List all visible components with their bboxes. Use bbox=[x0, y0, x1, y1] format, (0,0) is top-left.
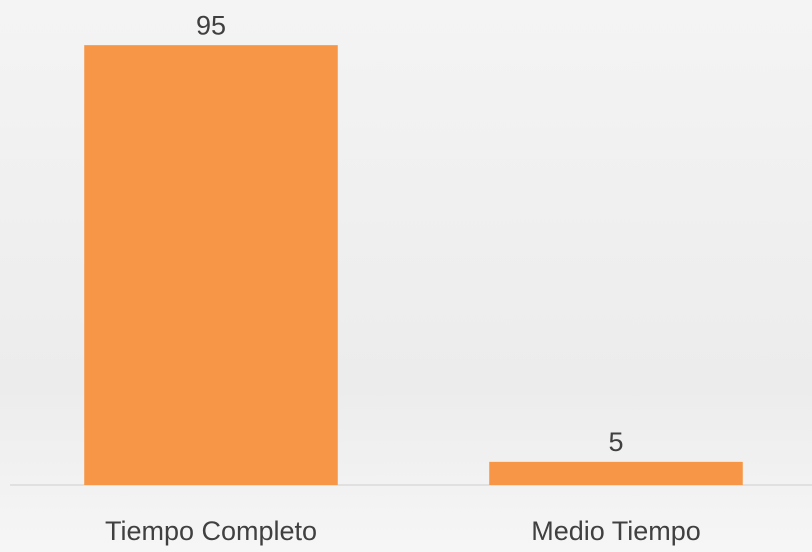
data-label: 5 bbox=[608, 427, 623, 457]
x-tick-label: Medio Tiempo bbox=[531, 516, 701, 546]
x-tick-label: Tiempo Completo bbox=[105, 516, 317, 546]
bar bbox=[84, 45, 338, 486]
bar bbox=[489, 461, 743, 485]
data-label: 95 bbox=[196, 10, 226, 40]
